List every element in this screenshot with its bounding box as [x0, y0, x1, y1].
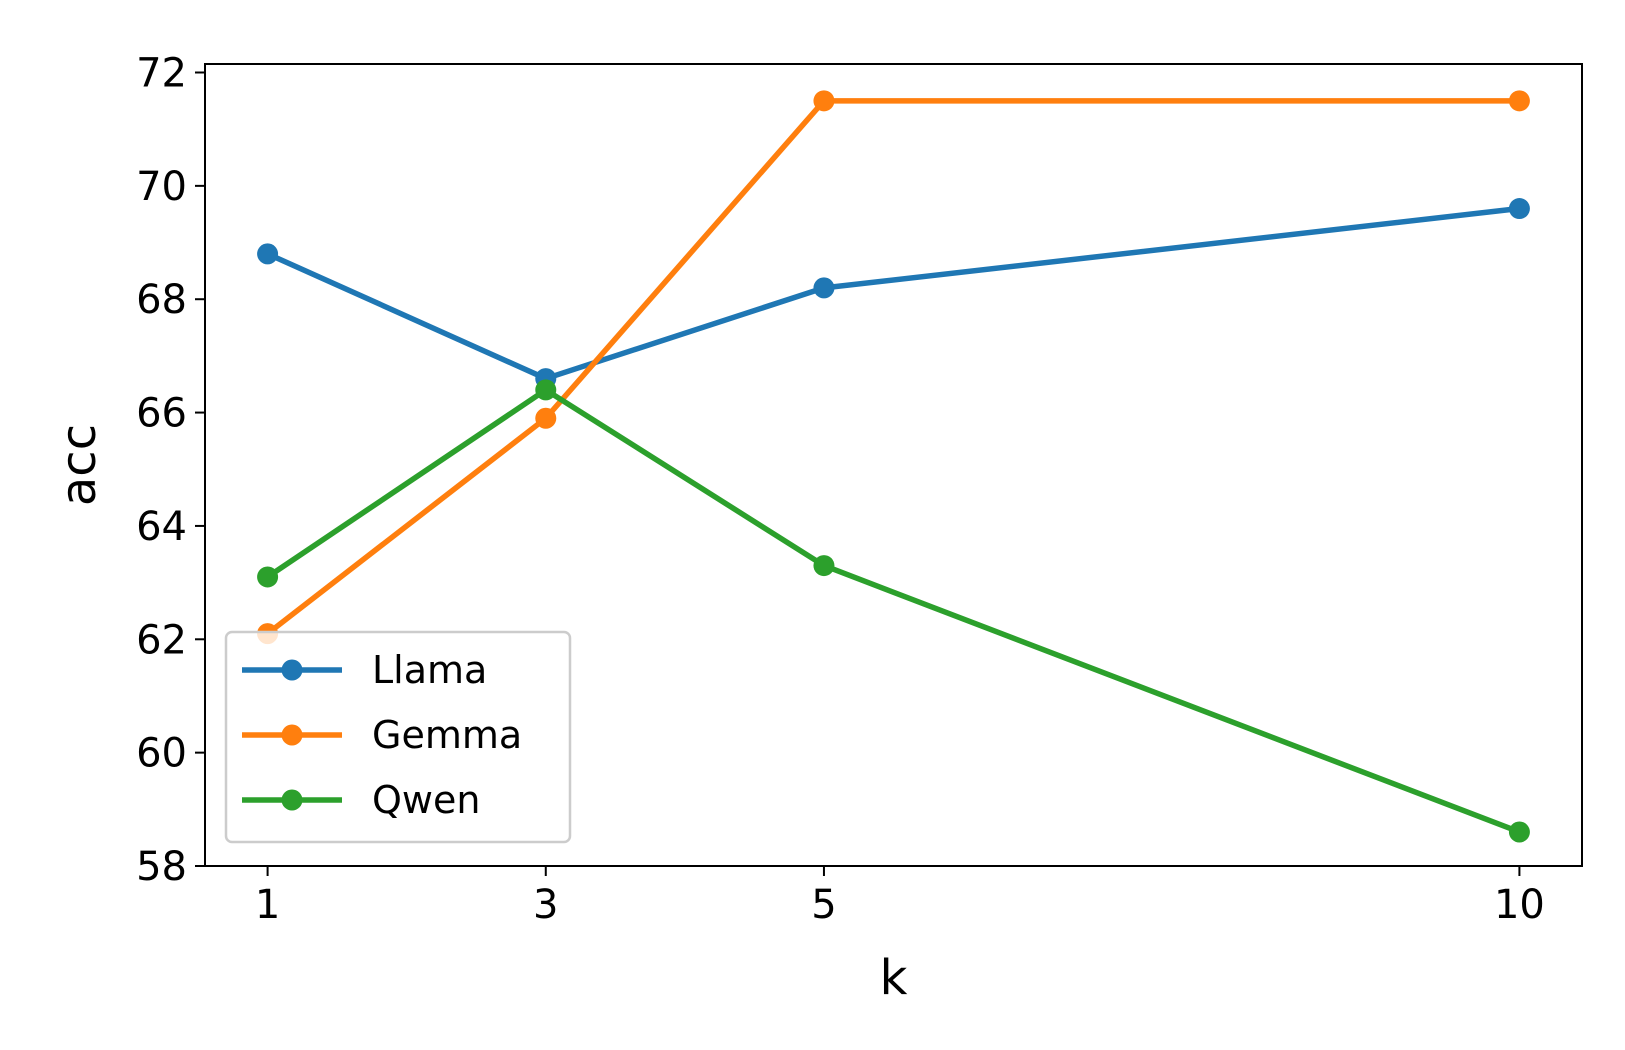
- x-axis-label: k: [880, 950, 908, 1006]
- data-point: [535, 379, 557, 401]
- series-line: [266, 387, 1521, 835]
- x-tick-label: 3: [533, 882, 558, 928]
- series-line: [265, 98, 1520, 636]
- legend-marker: [281, 724, 303, 746]
- legend-label: Qwen: [372, 778, 480, 822]
- legend-item-llama: Llama: [242, 648, 487, 692]
- data-point: [1508, 90, 1530, 112]
- legend-label: Gemma: [372, 713, 522, 757]
- legend-marker: [281, 789, 303, 811]
- y-axis-label: acc: [51, 424, 107, 506]
- data-point: [1508, 198, 1530, 220]
- plot-lines: [257, 90, 1530, 843]
- plot-frame: [204, 63, 1583, 867]
- y-tick-label: 66: [136, 391, 187, 437]
- y-tick-label: 62: [136, 617, 187, 663]
- legend: Llama Gemma Qwen: [224, 630, 572, 844]
- series-qwen: [257, 379, 1530, 843]
- y-tick-label: 60: [136, 731, 187, 777]
- x-tick-label: 1: [255, 882, 280, 928]
- series-line: [266, 205, 1520, 382]
- legend-item-qwen: Qwen: [242, 778, 480, 822]
- legend-item-gemma: Gemma: [242, 713, 522, 757]
- y-axis-ticks: 58 60 62 64 66 68 70 72: [136, 51, 205, 890]
- legend-box: [224, 630, 572, 844]
- data-point: [257, 243, 279, 265]
- data-point: [257, 566, 279, 588]
- data-point: [1508, 821, 1530, 843]
- x-tick-label: 5: [811, 882, 836, 928]
- series-gemma: [257, 90, 1530, 645]
- y-tick-label: 72: [136, 51, 187, 97]
- data-point: [535, 407, 557, 429]
- data-point: [813, 90, 835, 112]
- y-tick-label: 58: [136, 844, 187, 890]
- data-point: [813, 555, 835, 577]
- y-tick-label: 64: [136, 504, 187, 550]
- y-tick-label: 68: [136, 277, 187, 323]
- legend-label: Llama: [372, 648, 487, 692]
- legend-marker: [281, 659, 303, 681]
- x-tick-label: 10: [1494, 882, 1545, 928]
- y-tick-label: 70: [136, 164, 187, 210]
- series-llama: [257, 198, 1530, 390]
- data-point: [813, 277, 835, 299]
- x-axis-ticks: 1 3 5 10: [255, 866, 1545, 928]
